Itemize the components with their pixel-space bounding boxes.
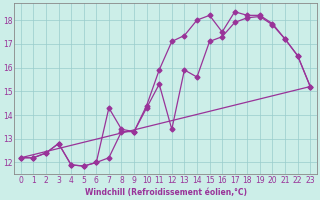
X-axis label: Windchill (Refroidissement éolien,°C): Windchill (Refroidissement éolien,°C) xyxy=(84,188,246,197)
